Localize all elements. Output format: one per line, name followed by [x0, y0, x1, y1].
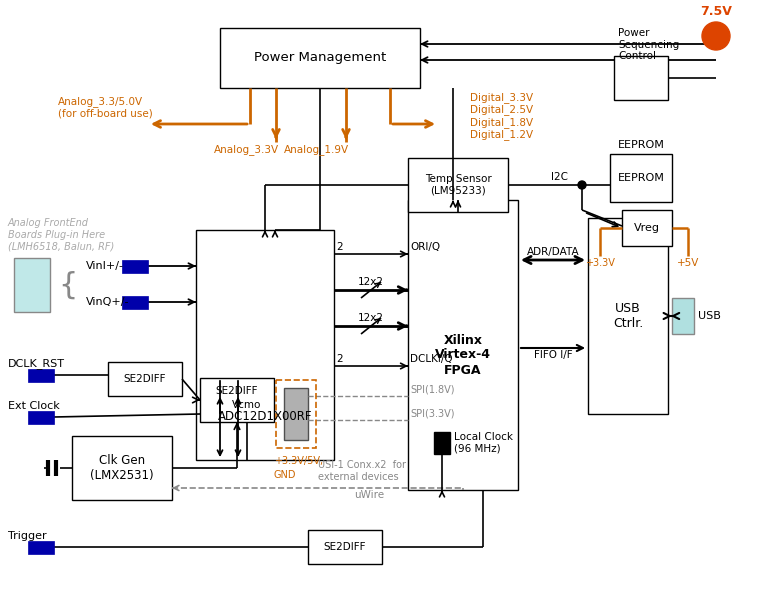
- Bar: [408, 200, 518, 490]
- Text: ADR/DATA: ADR/DATA: [527, 247, 579, 257]
- Text: Vreg: Vreg: [634, 223, 660, 233]
- Text: Trigger: Trigger: [8, 531, 46, 541]
- Text: SE2DIFF: SE2DIFF: [216, 386, 258, 396]
- Bar: [196, 230, 334, 460]
- Bar: [72, 436, 172, 500]
- Text: Power
Sequencing
Control: Power Sequencing Control: [618, 28, 679, 61]
- Bar: [122, 296, 148, 309]
- Bar: [28, 369, 54, 382]
- Text: Local Clock
(96 MHz): Local Clock (96 MHz): [454, 432, 513, 454]
- Text: VinQ+/-: VinQ+/-: [86, 297, 130, 307]
- Text: 7.5V: 7.5V: [700, 5, 732, 18]
- Bar: [284, 388, 308, 440]
- Text: VinI+/-: VinI+/-: [86, 261, 124, 271]
- Text: ADC12D1X00RF: ADC12D1X00RF: [218, 410, 312, 422]
- Bar: [610, 154, 672, 202]
- Bar: [28, 541, 54, 554]
- Text: Analog_3.3V: Analog_3.3V: [213, 144, 279, 155]
- Text: Analog_1.9V: Analog_1.9V: [283, 144, 348, 155]
- Bar: [276, 380, 316, 448]
- Circle shape: [578, 181, 586, 189]
- Bar: [200, 378, 274, 422]
- Circle shape: [702, 22, 730, 50]
- Text: {: {: [58, 271, 78, 299]
- Bar: [122, 260, 148, 273]
- Text: Xilinx
Virtex-4
FPGA: Xilinx Virtex-4 FPGA: [435, 333, 491, 376]
- Text: EEPROM: EEPROM: [617, 140, 664, 150]
- Bar: [220, 28, 420, 88]
- Text: Vcmo: Vcmo: [232, 400, 261, 410]
- Bar: [614, 56, 668, 100]
- Text: Digital_3.3V
Digital_2.5V
Digital_1.8V
Digital_1.2V: Digital_3.3V Digital_2.5V Digital_1.8V D…: [470, 92, 533, 140]
- Bar: [622, 210, 672, 246]
- Bar: [108, 362, 182, 396]
- Bar: [408, 158, 508, 212]
- Text: Clk Gen
(LMX2531): Clk Gen (LMX2531): [90, 454, 154, 482]
- Text: +3.3V: +3.3V: [585, 258, 615, 268]
- Text: Analog FrontEnd
Boards Plug-in Here
(LMH6518, Balun, RF): Analog FrontEnd Boards Plug-in Here (LMH…: [8, 218, 114, 251]
- Bar: [434, 432, 450, 454]
- Text: DCLKI/Q: DCLKI/Q: [410, 354, 453, 364]
- Text: GND: GND: [274, 470, 296, 480]
- Text: 2: 2: [336, 242, 343, 252]
- Text: FIFO I/F: FIFO I/F: [533, 350, 572, 360]
- Text: 12x2: 12x2: [358, 277, 384, 287]
- Text: +5V: +5V: [677, 258, 700, 268]
- Text: Analog_3.3/5.0V
(for off-board use): Analog_3.3/5.0V (for off-board use): [58, 96, 152, 118]
- Text: ORI/Q: ORI/Q: [410, 242, 440, 252]
- Text: Ext Clock: Ext Clock: [8, 401, 59, 411]
- Text: USB
Ctrlr.: USB Ctrlr.: [613, 302, 643, 330]
- Text: Temp Sensor
(LM95233): Temp Sensor (LM95233): [424, 174, 491, 196]
- Text: 12x2: 12x2: [358, 313, 384, 323]
- Text: EEPROM: EEPROM: [617, 173, 664, 183]
- Text: +3.3V/5V,: +3.3V/5V,: [274, 456, 323, 466]
- Text: DCLK_RST: DCLK_RST: [8, 359, 65, 370]
- Bar: [672, 298, 694, 334]
- Text: USB: USB: [698, 311, 721, 321]
- Bar: [588, 218, 668, 414]
- Text: SPI(3.3V): SPI(3.3V): [410, 408, 454, 418]
- Bar: [14, 258, 50, 312]
- Bar: [308, 530, 382, 564]
- Text: SE2DIFF: SE2DIFF: [123, 374, 166, 384]
- Text: I2C: I2C: [550, 172, 568, 182]
- Bar: [28, 411, 54, 424]
- Text: SPI(1.8V): SPI(1.8V): [410, 384, 454, 394]
- Text: SE2DIFF: SE2DIFF: [324, 542, 367, 552]
- Text: USI-1 Conx.x2  for
external devices: USI-1 Conx.x2 for external devices: [318, 460, 406, 481]
- Text: 2: 2: [336, 354, 343, 364]
- Text: uWire: uWire: [354, 490, 384, 500]
- Text: Power Management: Power Management: [254, 52, 386, 64]
